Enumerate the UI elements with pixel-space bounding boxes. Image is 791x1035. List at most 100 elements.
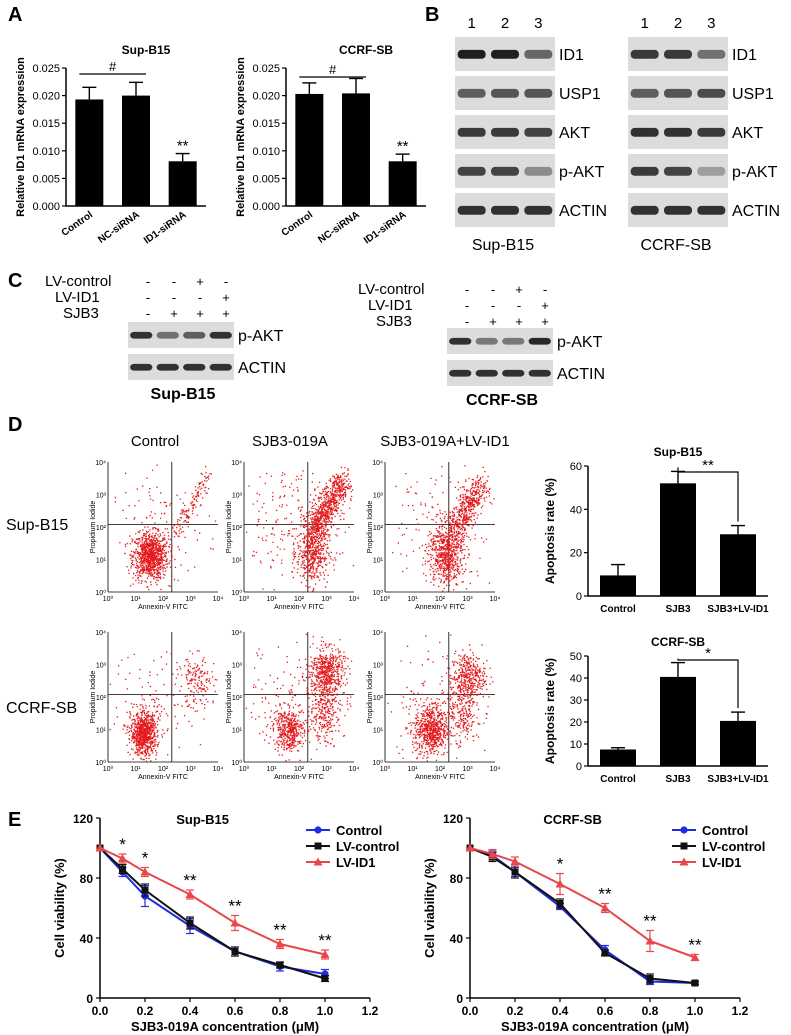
panel-d-bar-2-category-label: SJB3	[665, 774, 690, 785]
panel-b-lane-number: 1	[640, 15, 648, 32]
panel-d-flow-1-sjb3-x-tick-label: 10³	[321, 596, 332, 603]
panel-d-flow-1-control-y-tick-label: 10²	[96, 525, 107, 532]
panel-d-flow-1-sjb3-y-tick-label: 10⁴	[231, 460, 242, 467]
panel-d-flow-2-sjb3-y-tick-label: 10⁰	[231, 759, 242, 767]
panel-d-flow-1-control-x-tick-label: 10¹	[130, 596, 141, 603]
panel-d-bar-2-y-tick-label: 20	[570, 717, 582, 729]
panel-e-2-significance: **	[598, 885, 612, 904]
panel-d-bracket	[677, 658, 739, 709]
panel-d-flow-1-sjb3-lvid1-y-tick-label: 10¹	[373, 558, 384, 565]
panel-e-1-legend-label: LV-ID1	[336, 855, 376, 870]
panel-d-flow-1-control-x-tick-label: 10²	[158, 596, 169, 603]
panel-a-1-y-tick-label: 0.020	[32, 91, 60, 103]
panel-e-2-x-tick-label: 1.2	[732, 1004, 749, 1018]
panel-d-flow-1-sjb3-y-tick-label: 10³	[232, 493, 243, 500]
panel-d-flow-2-sjb3-x-tick-label: 10³	[321, 766, 332, 773]
panel-e-2-point	[646, 975, 654, 982]
panel-b-lane-number: 2	[501, 15, 509, 32]
panel-b-protein-label: USP1	[732, 86, 774, 103]
panel-d-bar-1-y-tick-label: 0	[576, 591, 582, 603]
panel-c-sign: -	[172, 274, 176, 289]
panel-b-1-band	[457, 88, 486, 98]
panel-e-1-significance: **	[183, 871, 197, 890]
panel-e-2-significance: **	[643, 912, 657, 931]
panel-d-flow-2-sjb3-lvid1-x-tick-label: 10²	[435, 766, 446, 773]
panel-c-1-band	[183, 331, 206, 339]
panel-d-bar-2-bar	[720, 720, 756, 766]
panel-letter-b: B	[425, 4, 439, 26]
panel-e-1-title: Sup-B15	[176, 812, 229, 827]
panel-d-flow-2-control-events	[109, 650, 218, 762]
panel-b-lane-number: 2	[674, 15, 682, 32]
panel-d-flow-2-sjb3-lvid1-y-tick-label: 10⁴	[372, 630, 383, 637]
panel-a-2-title: CCRF-SB	[339, 43, 393, 57]
panel-c-2-band	[528, 369, 551, 377]
panel-b-2-band	[697, 88, 726, 98]
panel-b-1-band	[524, 127, 553, 137]
panel-b-2-band	[664, 49, 692, 59]
panel-d-flow-1-sjb3-lvid1-x-tick-label: 10¹	[407, 596, 418, 603]
panel-e-2-y-tick-label: 80	[450, 872, 464, 886]
panel-a-2-y-tick-label: 0.005	[252, 173, 280, 185]
panel-e-2-x-tick-label: 0.0	[462, 1004, 479, 1018]
panel-d-bar-2-category-label: SJB3+LV-ID1	[707, 774, 769, 785]
panel-d-bar-2-y-tick-label: 0	[576, 761, 582, 773]
panel-a-2-y-tick-label: 0.010	[252, 146, 280, 158]
panel-b-1-band	[457, 166, 486, 176]
panel-c-sign: +	[196, 306, 204, 321]
panel-c-row-label: SJB3	[63, 305, 99, 322]
panel-d-flow-1-sjb3-y-tick-label: 10¹	[232, 558, 243, 565]
panel-b-lane-number: 3	[707, 15, 715, 32]
panel-a-1-bar	[75, 99, 104, 206]
panel-c-sign: -	[146, 306, 150, 321]
panel-e-1-legend-label: Control	[336, 823, 382, 838]
panel-e-2-series-line	[469, 847, 696, 984]
panel-a-1-category-label: Control	[60, 209, 96, 239]
panel-e-2-point	[556, 900, 564, 907]
panel-b-2-blot	[628, 37, 728, 227]
panel-d-flow-2-control-x-tick-label: 10¹	[130, 766, 141, 773]
panel-a-hash: #	[329, 62, 337, 77]
panel-d-flow-2-control-y-tick-label: 10²	[96, 695, 107, 702]
panel-d-bar-1-y-tick-label: 40	[570, 504, 582, 516]
panel-a-2-category-label: Control	[280, 209, 316, 239]
panel-d-flow-2-sjb3-lvid1-y-tick-label: 10²	[373, 695, 384, 702]
panel-e-2-y-tick-label: 120	[443, 812, 463, 826]
panel-d-flow-2-control-x-tick-label: 10²	[158, 766, 169, 773]
panel-d-flow-2-sjb3-lvid1-x-tick-label: 10¹	[407, 766, 418, 773]
panel-d-flow-2-sjb3-lvid1-x-tick-label: 10³	[462, 766, 473, 773]
panel-a-1-y-tick-label: 0.005	[32, 173, 60, 185]
panel-e-1-point	[141, 886, 149, 894]
panel-d-bar-1-bar	[720, 534, 756, 596]
panel-b-2-band	[664, 127, 692, 137]
panel-d-flow-2-control-y-tick-label: 10⁰	[95, 759, 106, 767]
panel-b-1-band	[491, 205, 519, 215]
panel-a-hash: #	[109, 59, 117, 74]
panel-e-2-x-tick-label: 1.0	[687, 1004, 704, 1018]
panel-d-flow-1-control-y-tick-label: 10³	[96, 493, 107, 500]
panel-d-flow-1-sjb3-x-tick-label: 10²	[294, 596, 305, 603]
panel-d-flow-1-sjb3-xlabel: Annexin-V FITC	[274, 604, 324, 611]
panel-c-cell-line-label: Sup-B15	[151, 386, 216, 403]
panel-d-column-title: SJB3-019A+LV-ID1	[380, 433, 509, 450]
panel-e-1-point	[276, 961, 284, 969]
panel-d-flow-1-sjb3-lvid1-events	[392, 465, 495, 592]
panel-c-protein-label: p-AKT	[238, 328, 284, 345]
panel-e-2-legend-label: LV-control	[702, 839, 765, 854]
panel-d-flow-2-sjb3-y-tick-label: 10⁴	[231, 630, 242, 637]
panel-d-flow-1-sjb3-lvid1-y-tick-label: 10³	[373, 493, 384, 500]
panel-a-ylabel: Relative ID1 mRNA expression	[235, 57, 247, 217]
panel-b-protein-label: ACTIN	[559, 203, 607, 220]
panel-e-1-x-tick-label: 1.0	[317, 1004, 334, 1018]
panel-d-flow-2-sjb3-lvid1-xlabel: Annexin-V FITC	[415, 774, 465, 781]
panel-e-2-point	[510, 857, 520, 865]
panel-e-1-y-tick-label: 80	[80, 872, 94, 886]
panel-d-flow-2-sjb3-xlabel: Annexin-V FITC	[274, 774, 324, 781]
panel-a-1-title: Sup-B15	[122, 43, 171, 57]
panel-c-1-band	[156, 363, 179, 371]
panel-b-1-band	[491, 166, 519, 176]
panel-c-cell-line-label: CCRF-SB	[466, 392, 538, 409]
panel-b-protein-label: ID1	[559, 47, 584, 64]
panel-d-flow-1-sjb3-lvid1-ylabel: Propidium Iodide	[367, 501, 374, 554]
